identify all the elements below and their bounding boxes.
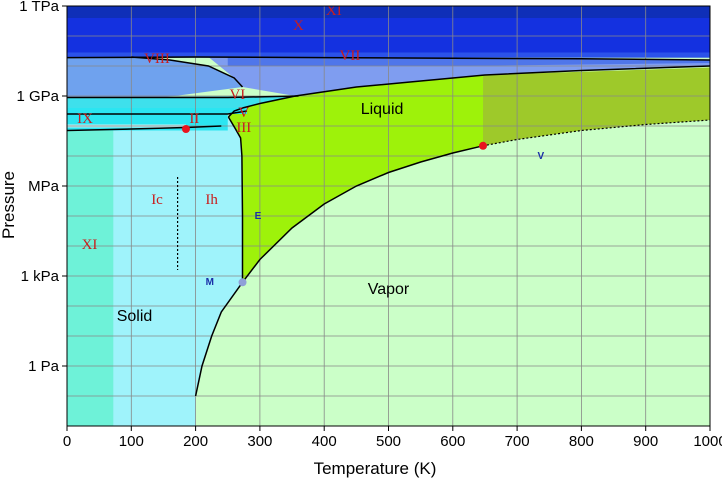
boundary-melting-high bbox=[227, 65, 711, 118]
phase-label: IX bbox=[77, 111, 93, 127]
x-tick-label: 900 bbox=[633, 433, 658, 450]
boundary-XI-XII-boundary bbox=[66, 56, 711, 61]
phase-label: II bbox=[189, 111, 199, 127]
boundary-sublimation bbox=[194, 281, 244, 397]
boundary-vaporization bbox=[241, 145, 484, 283]
liquid-region bbox=[228, 75, 484, 283]
ice-vii-dark-band bbox=[227, 57, 710, 66]
phase-label: Liquid bbox=[361, 101, 404, 118]
y-tick-label: 1 kPa bbox=[21, 268, 60, 285]
x-tick-label: 300 bbox=[247, 433, 272, 450]
phase-label: VII bbox=[340, 48, 361, 64]
phase-boundaries bbox=[66, 56, 711, 397]
x-tick-label: 700 bbox=[505, 433, 530, 450]
x-tick-label: 1000 bbox=[693, 433, 722, 450]
axes: 0 100 200 300 400 500 600 700 800 900 1000 1 TPa 1 G… bbox=[16, 0, 722, 450]
phase-label: X bbox=[293, 18, 304, 34]
ice-vi-upper bbox=[67, 96, 299, 108]
point-marker-label: V bbox=[538, 151, 545, 162]
boundary-ice-II-IX-boundary bbox=[66, 125, 222, 132]
phase-label: XI bbox=[82, 237, 98, 253]
x-tick-label: 800 bbox=[569, 433, 594, 450]
phase-label: Ih bbox=[205, 192, 218, 208]
x-tick-label: 100 bbox=[119, 433, 144, 450]
point-marker-label: E bbox=[255, 211, 262, 222]
point-marker-label: M bbox=[206, 277, 214, 288]
ice-viii-region bbox=[67, 57, 243, 98]
boundary-supercritical-dotted bbox=[482, 119, 711, 147]
phase-label: Vapor bbox=[368, 281, 410, 298]
x-tick-label: 0 bbox=[63, 433, 71, 450]
phase-label: XI bbox=[326, 3, 342, 19]
phase-label: V bbox=[238, 105, 249, 121]
y-tick-label: 1 GPa bbox=[16, 88, 59, 105]
y-tick-label: MPa bbox=[28, 178, 60, 195]
x-tick-label: 500 bbox=[376, 433, 401, 450]
x-tick-label: 600 bbox=[440, 433, 465, 450]
phase-label: Ic bbox=[151, 192, 163, 208]
x-axis-title: Temperature (K) bbox=[314, 459, 437, 478]
y-tick-label: 1 TPa bbox=[19, 0, 59, 15]
special-point bbox=[181, 125, 190, 133]
boundary-ice-VI-boundary bbox=[67, 95, 299, 99]
phase-label: Solid bbox=[117, 308, 153, 325]
x-tick-label: 200 bbox=[183, 433, 208, 450]
ice-vii-region bbox=[208, 57, 710, 96]
phase-label: VI bbox=[229, 87, 245, 103]
special-point bbox=[238, 278, 247, 287]
y-axis-title: Pressure bbox=[0, 171, 18, 239]
boundary-VII-VIII bbox=[131, 56, 244, 88]
phase-label: III bbox=[236, 120, 251, 136]
special-point bbox=[479, 141, 488, 150]
y-tick-label: 1 Pa bbox=[28, 358, 60, 375]
x-tick-label: 400 bbox=[312, 433, 337, 450]
phase-label: VIII bbox=[144, 51, 170, 67]
boundary-ice-VIII-lower bbox=[67, 110, 248, 115]
boundary-melting-Ih bbox=[227, 116, 244, 283]
special-points bbox=[181, 125, 488, 287]
ice-xi-low-region bbox=[67, 130, 114, 426]
